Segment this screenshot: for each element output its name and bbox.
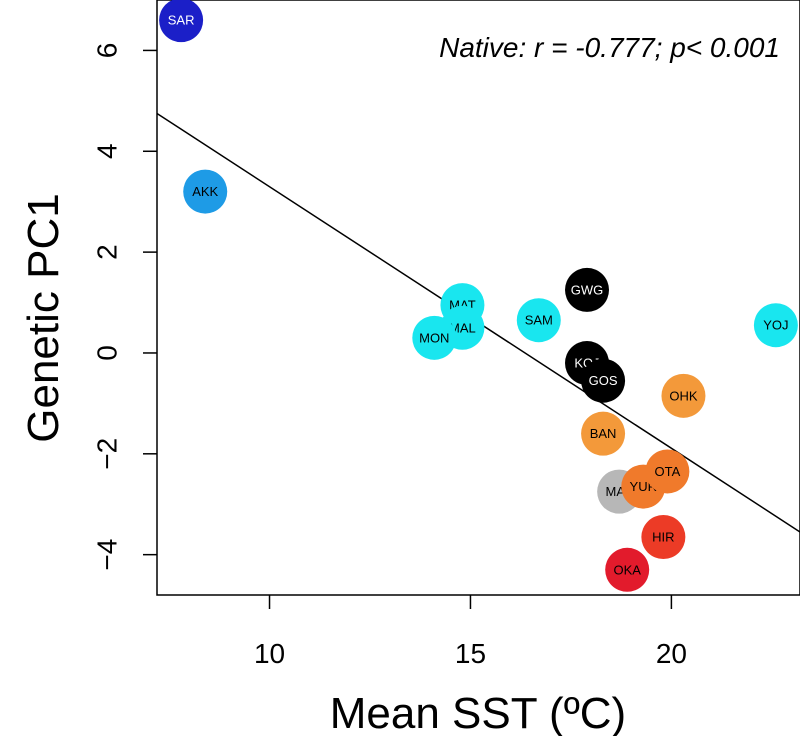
x-tick-label: 20 <box>656 638 687 669</box>
data-point-label: OHK <box>669 388 698 403</box>
data-point: OKA <box>605 547 650 592</box>
data-point-marker <box>641 515 686 560</box>
y-tick-label: −2 <box>92 438 123 470</box>
correlation-annotation: Native: r = -0.777; p< 0.001 <box>439 32 780 63</box>
data-point: GWG <box>565 267 610 312</box>
y-tick-label: −4 <box>92 539 123 571</box>
data-point-marker <box>412 315 457 360</box>
data-point: SAR <box>159 0 204 43</box>
data-point-marker <box>183 169 228 214</box>
data-point-label: AKK <box>192 184 218 199</box>
data-point-marker <box>645 449 690 494</box>
x-tick-label: 10 <box>254 638 285 669</box>
data-point-label: BAN <box>590 426 617 441</box>
y-axis-title: Genetic PC1 <box>19 193 68 442</box>
data-point: OTA <box>645 449 690 494</box>
data-point: YOJ <box>753 303 798 348</box>
data-point: AKK <box>183 169 228 214</box>
data-point-marker <box>753 303 798 348</box>
data-point: BAN <box>581 411 626 456</box>
data-point-marker <box>581 411 626 456</box>
data-point: OHK <box>661 373 706 418</box>
data-point-label: OTA <box>654 464 680 479</box>
y-tick-label: 2 <box>92 244 123 260</box>
data-point-label: SAM <box>525 313 553 328</box>
data-point-marker <box>159 0 204 43</box>
data-point: SAM <box>516 298 561 343</box>
data-point-label: MAL <box>449 320 476 335</box>
y-axis: −4 −2 0 2 4 6 <box>92 43 157 571</box>
data-point-label: SAR <box>168 13 195 28</box>
plot-frame <box>156 0 800 596</box>
data-point-label: HIR <box>652 530 674 545</box>
x-tick-label: 15 <box>455 638 486 669</box>
x-axis-title: Mean SST (ºC) <box>330 689 626 736</box>
data-point: MON <box>412 315 457 360</box>
data-point-label: GWG <box>571 282 604 297</box>
data-point-marker <box>516 298 561 343</box>
data-point-marker <box>565 267 610 312</box>
data-point-marker <box>605 547 650 592</box>
data-point-label: OKA <box>613 562 641 577</box>
data-point-label: GOS <box>589 373 618 388</box>
x-axis: 10 15 20 <box>254 595 687 669</box>
y-tick-label: 0 <box>92 345 123 361</box>
data-point-label: YOJ <box>763 318 788 333</box>
data-point: GOS <box>581 358 626 403</box>
data-point: HIR <box>641 515 686 560</box>
data-point-marker <box>581 358 626 403</box>
y-tick-label: 4 <box>92 143 123 159</box>
data-point-marker <box>661 373 706 418</box>
data-point-label: MON <box>419 330 449 345</box>
y-tick-label: 6 <box>92 43 123 59</box>
